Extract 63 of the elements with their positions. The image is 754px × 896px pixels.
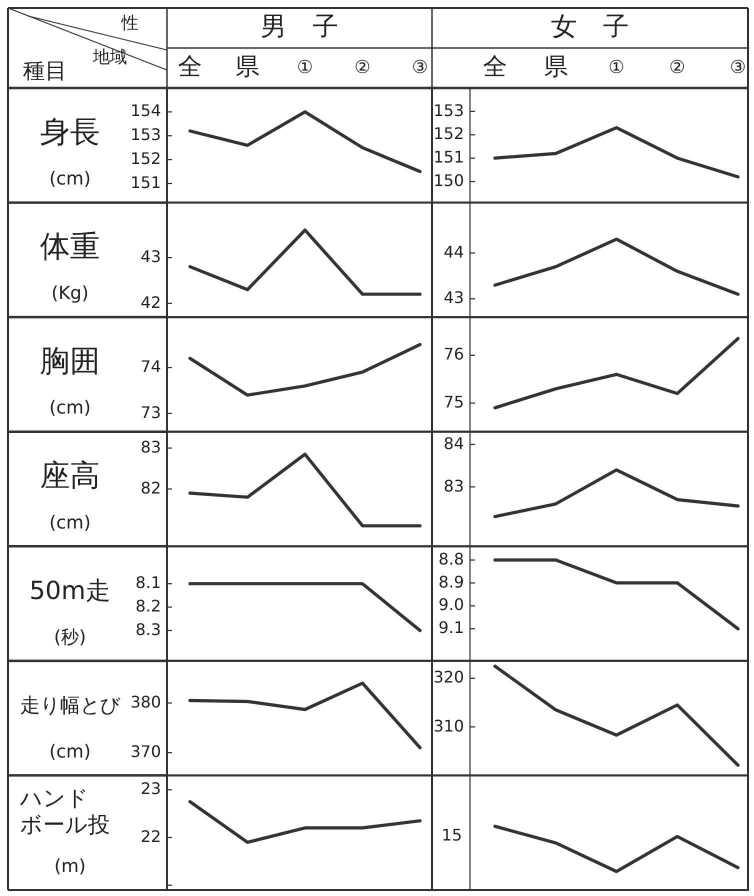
xlabel: 女 子 <box>551 12 629 42</box>
y-tick: 83 <box>444 476 464 496</box>
x-tick: ① <box>608 56 625 78</box>
x-tick: 県 <box>236 52 260 81</box>
y-tick: 73 <box>140 402 161 422</box>
y-tick: 8.2 <box>136 596 161 616</box>
title: 走り幅とび <box>20 693 120 718</box>
x-tick: ① <box>296 56 314 78</box>
y-tick: 151 <box>433 148 464 167</box>
title: 胸囲 <box>40 344 100 380</box>
y-tick: 151 <box>130 172 161 192</box>
y-tick: 82 <box>140 478 161 498</box>
y-tick: 153 <box>130 125 161 144</box>
y-tick: 8.9 <box>438 572 464 592</box>
y-tick: 153 <box>433 100 464 120</box>
x-tick: ② <box>354 56 371 78</box>
y-tick: 150 <box>433 170 464 190</box>
x-tick: 県 <box>544 52 568 81</box>
y-tick: 44 <box>444 242 464 262</box>
y-tick: 9.1 <box>438 618 464 638</box>
subtitle: (m) <box>54 856 86 877</box>
annotation: 種目 <box>23 59 67 84</box>
y-tick: 22 <box>140 826 161 846</box>
y-tick: 76 <box>444 344 464 364</box>
y-tick: 75 <box>444 392 464 412</box>
subtitle: (秒) <box>54 626 86 648</box>
y-tick: 43 <box>140 246 161 266</box>
subtitle: (cm) <box>49 398 91 419</box>
y-tick: 152 <box>433 124 464 144</box>
title: 50m走 <box>29 576 111 605</box>
y-tick: 8.3 <box>136 620 161 639</box>
y-tick: 320 <box>433 668 464 687</box>
y-tick: 310 <box>433 716 464 736</box>
y-tick: 83 <box>140 437 161 456</box>
y-tick: 8.8 <box>438 549 464 568</box>
title: ハンドボール投 <box>20 786 110 838</box>
x-tick: 全 <box>178 52 202 81</box>
subtitle: (Kg) <box>51 283 89 304</box>
y-tick: 74 <box>140 356 161 376</box>
annotation: 性 <box>122 14 138 34</box>
xlabel: 男 子 <box>260 12 338 42</box>
x-tick: ③ <box>730 56 746 78</box>
y-tick: 42 <box>140 292 161 312</box>
title: 座高 <box>40 458 100 494</box>
annotation: 15 <box>442 826 462 845</box>
y-tick: 23 <box>140 779 161 798</box>
subtitle: (cm) <box>49 512 91 534</box>
x-tick: ③ <box>412 56 428 78</box>
y-tick: 84 <box>444 434 464 453</box>
subtitle: (cm) <box>49 168 91 190</box>
title: 身長 <box>40 115 100 150</box>
subtitle: (cm) <box>49 741 91 762</box>
x-tick: ② <box>669 56 686 78</box>
y-tick: 154 <box>130 101 161 120</box>
x-tick: 全 <box>483 52 507 81</box>
y-tick: 370 <box>130 742 161 761</box>
annotation: 地域 <box>93 48 127 68</box>
title: 体重 <box>40 230 100 265</box>
y-tick: 8.1 <box>136 573 161 592</box>
y-tick: 43 <box>444 288 464 308</box>
y-tick: 380 <box>130 692 161 712</box>
y-tick: 152 <box>130 148 161 168</box>
y-tick: 9.0 <box>438 595 464 614</box>
